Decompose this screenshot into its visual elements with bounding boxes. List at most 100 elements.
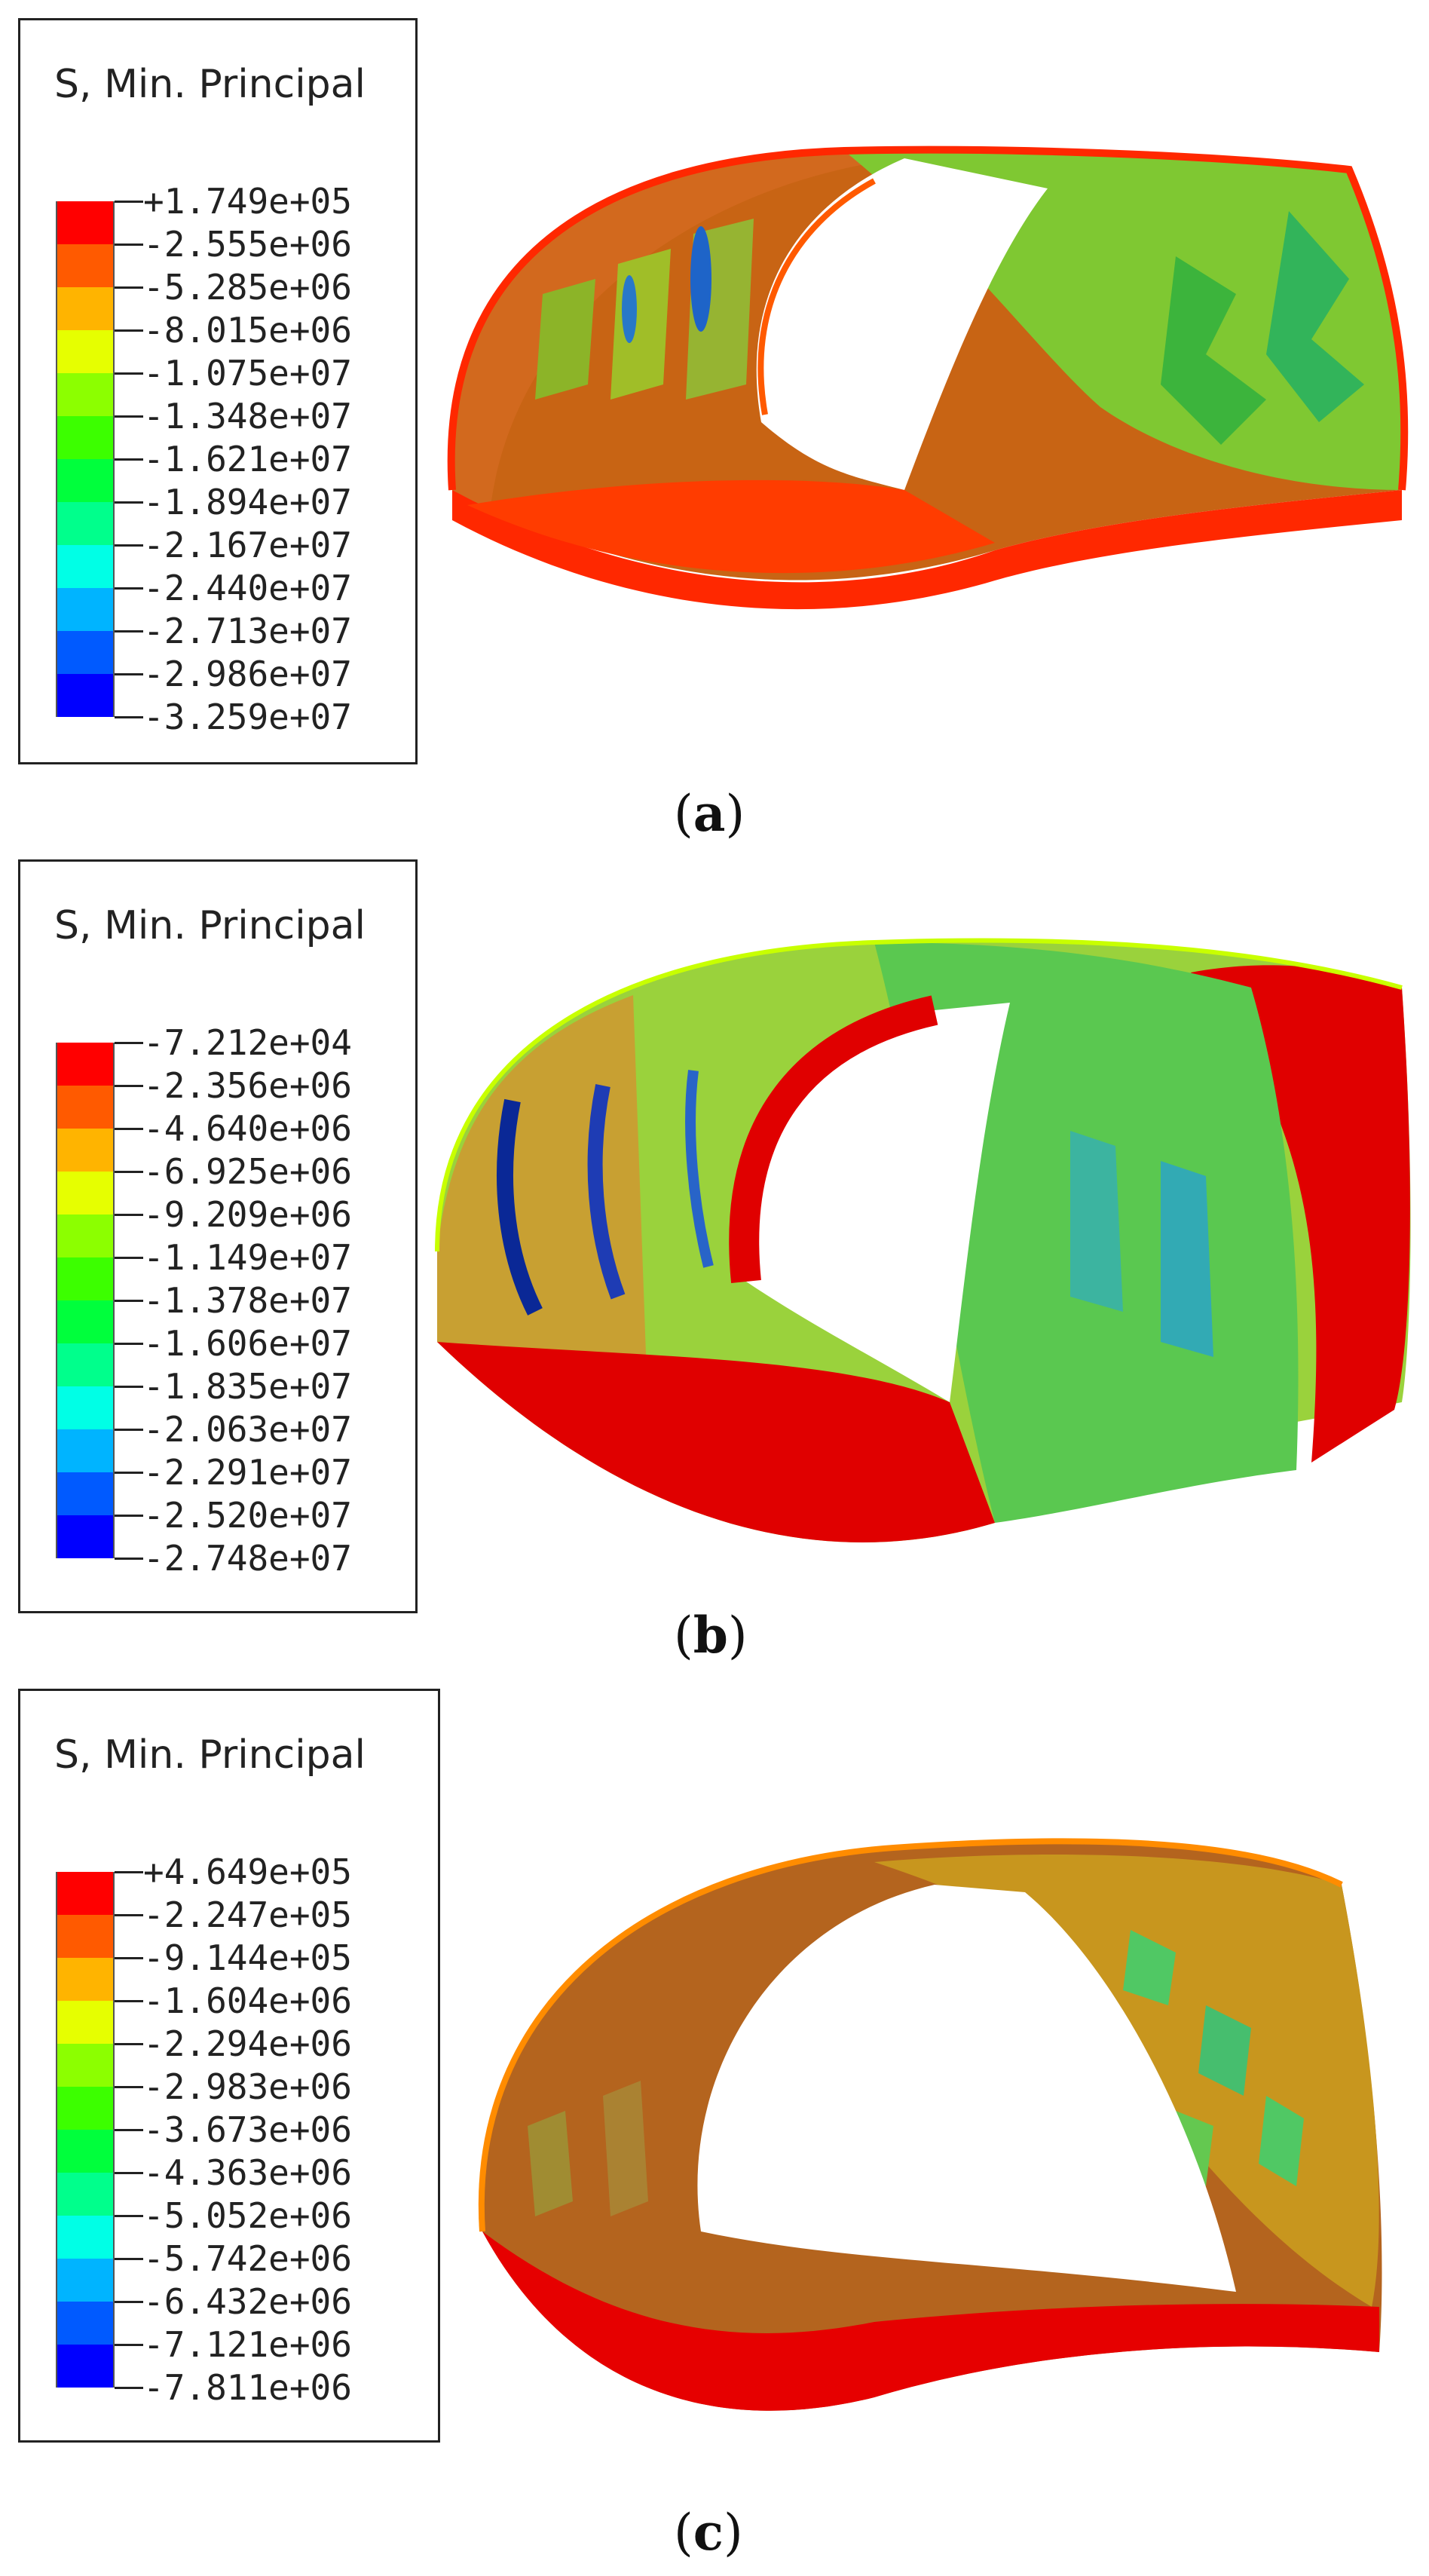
colorbar-swatch [56, 244, 115, 287]
colorbar-tick-label: -1.075e+07 [143, 353, 352, 394]
legend-box-c: S, Min. Principal +4.649e+05 -2.247e+05 -9… [18, 1689, 440, 2443]
colorbar-tick [115, 1214, 143, 1216]
tunnel-model-b [435, 938, 1411, 1542]
colorbar-tick [115, 329, 143, 332]
colorbar-tick-label: +4.649e+05 [143, 1852, 352, 1892]
colorbar-swatch [56, 1257, 115, 1300]
colorbar-tick [115, 1042, 143, 1044]
colorbar-tick-label: -2.748e+07 [143, 1538, 352, 1579]
legend-box-a: S, Min. Principal +1.749e+05 -2.555e+06 -5… [18, 18, 418, 764]
colorbar-swatch [56, 2345, 115, 2388]
colorbar-tick [115, 1914, 143, 1916]
caption-a: (a) [674, 784, 745, 843]
caption-close-a: ) [725, 785, 745, 843]
colorbar-tick [115, 1386, 143, 1388]
colorbar-tick-label: -9.144e+05 [143, 1937, 352, 1978]
colorbar-tick [115, 1300, 143, 1302]
colorbar-tick [115, 1957, 143, 1959]
colorbar-tick-label: -2.520e+07 [143, 1495, 352, 1536]
colorbar-tick [115, 501, 143, 504]
colorbar-swatch [56, 201, 115, 244]
legend-box-b: S, Min. Principal -7.212e+04 -2.356e+06 -4… [18, 859, 418, 1613]
colorbar-tick-label: -1.606e+07 [143, 1323, 352, 1364]
colorbar-tick-label: -1.348e+07 [143, 396, 352, 436]
panel-c: S, Min. Principal +4.649e+05 -2.247e+05 -9… [0, 1681, 1429, 2576]
caption-open-b: ( [674, 1607, 693, 1665]
colorbar-tick [115, 372, 143, 375]
colorbar-tick-label: -2.167e+07 [143, 525, 352, 565]
colorbar-tick [115, 1429, 143, 1431]
colorbar-swatch [56, 1429, 115, 1472]
colorbar-tick-label: -2.356e+06 [143, 1065, 352, 1106]
colorbar-tick-label: -1.604e+06 [143, 1980, 352, 2021]
colorbar-tick [115, 415, 143, 418]
colorbar-swatch [56, 1386, 115, 1429]
colorbar-swatch [56, 330, 115, 373]
colorbar-swatch [56, 1472, 115, 1515]
caption-letter-b: b [693, 1606, 728, 1665]
colorbar-tick-label: -2.983e+06 [143, 2066, 352, 2107]
colorbar-tick [115, 1472, 143, 1474]
colorbar-tick [115, 1171, 143, 1173]
colorbar-swatch [56, 416, 115, 459]
colorbar-tick-label: -2.440e+07 [143, 568, 352, 608]
colorbar-tick [115, 587, 143, 590]
colorbar-tick-label: -5.742e+06 [143, 2238, 352, 2279]
caption-close-b: ) [727, 1607, 748, 1665]
colorbar-tick-label: -8.015e+06 [143, 310, 352, 351]
colorbar-tick [115, 2215, 143, 2217]
colorbar-tick [115, 2043, 143, 2045]
colorbar-swatch [56, 1872, 115, 1915]
colorbar-tick [115, 286, 143, 289]
panel-a: S, Min. Principal +1.749e+05 -2.555e+06 -5… [0, 0, 1429, 852]
colorbar-swatch [56, 1129, 115, 1172]
colorbar-tick-label: -2.291e+07 [143, 1452, 352, 1493]
colorbar-tick-label: -2.294e+06 [143, 2023, 352, 2064]
colorbar-tick-label: -5.052e+06 [143, 2195, 352, 2236]
tunnel-model-c [478, 1838, 1382, 2411]
colorbar-swatch [56, 1915, 115, 1958]
colorbar-swatch [56, 2001, 115, 2044]
colorbar-tick-label: -1.894e+07 [143, 482, 352, 522]
colorbar-tick-label: -4.363e+06 [143, 2152, 352, 2193]
colorbar-swatch [56, 1343, 115, 1386]
caption-b: (b) [674, 1606, 748, 1665]
caption-close-c: ) [723, 2504, 743, 2562]
colorbar-tick-label: -2.247e+05 [143, 1894, 352, 1935]
colorbar-swatch [56, 588, 115, 631]
colorbar-tick [115, 2387, 143, 2389]
colorbar-swatch [56, 1043, 115, 1086]
caption-c: (c) [674, 2503, 743, 2562]
colorbar-tick [115, 1343, 143, 1345]
panel-b: S, Min. Principal -7.212e+04 -2.356e+06 -4… [0, 852, 1429, 1681]
colorbar-tick [115, 673, 143, 675]
colorbar-swatch [56, 502, 115, 545]
caption-open-a: ( [674, 785, 693, 843]
colorbar-tick-label: -5.285e+06 [143, 267, 352, 308]
colorbar-tick-label: -2.063e+07 [143, 1409, 352, 1450]
colorbar-tick [115, 630, 143, 633]
colorbar-tick-label: -6.432e+06 [143, 2281, 352, 2322]
colorbar-tick-label: -1.149e+07 [143, 1237, 352, 1278]
colorbar-swatch [56, 1172, 115, 1214]
colorbar-swatch [56, 1086, 115, 1129]
colorbar-tick-label: -7.811e+06 [143, 2367, 352, 2408]
colorbar-swatch [56, 2130, 115, 2173]
colorbar-tick-label: -2.555e+06 [143, 224, 352, 265]
colorbar-swatch [56, 545, 115, 588]
colorbar-swatch [56, 2044, 115, 2087]
colorbar-tick-label: -7.121e+06 [143, 2324, 352, 2365]
colorbar-swatch [56, 2259, 115, 2302]
colorbar-swatch [56, 2173, 115, 2216]
colorbar-swatch [56, 1214, 115, 1257]
colorbar-tick-label: -6.925e+06 [143, 1151, 352, 1192]
colorbar-tick-label: -2.713e+07 [143, 611, 352, 651]
legend-title-c: S, Min. Principal [54, 1732, 366, 1778]
caption-letter-a: a [693, 784, 726, 843]
colorbar-tick [115, 1871, 143, 1873]
colorbar-tick [115, 458, 143, 461]
colorbar-tick [115, 201, 143, 203]
colorbar-tick [115, 1558, 143, 1560]
colorbar-swatch [56, 287, 115, 330]
colorbar-tick-label: +1.749e+05 [143, 181, 352, 222]
